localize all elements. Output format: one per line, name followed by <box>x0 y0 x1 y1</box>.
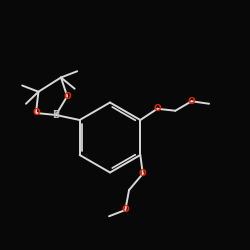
Text: O: O <box>139 169 147 178</box>
Text: O: O <box>32 108 40 118</box>
Text: O: O <box>122 206 129 214</box>
Text: O: O <box>154 104 161 113</box>
Text: O: O <box>63 92 71 101</box>
Text: O: O <box>188 97 196 106</box>
Text: B: B <box>52 110 60 120</box>
